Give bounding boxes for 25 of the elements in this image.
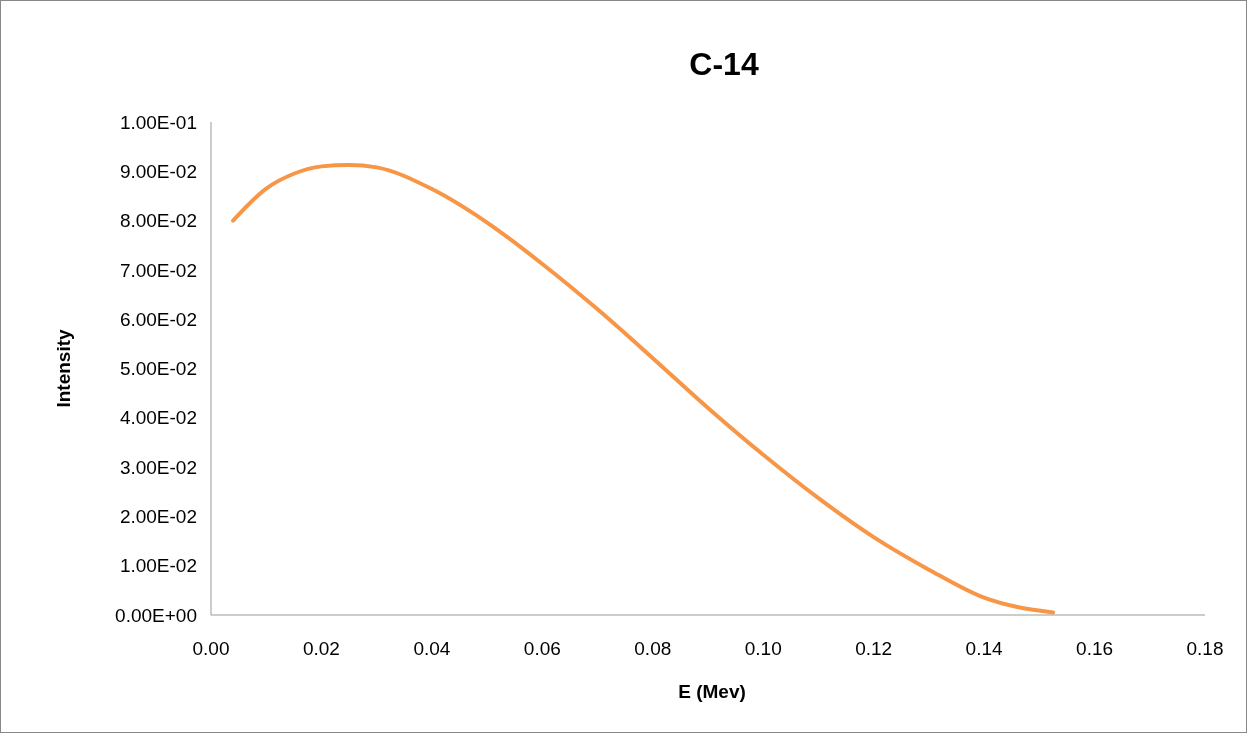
y-axis-title: Intensity xyxy=(53,329,74,408)
y-tick-label: 7.00E-02 xyxy=(119,259,197,281)
y-tick-label: 6.00E-02 xyxy=(119,308,197,330)
y-tick-label: 1.00E-01 xyxy=(119,111,197,133)
y-tick-label: 3.00E-02 xyxy=(119,456,197,478)
x-tick-label: 0.00 xyxy=(192,638,230,659)
y-tick-label: 9.00E-02 xyxy=(119,160,197,182)
y-tick-label: 5.00E-02 xyxy=(119,358,197,380)
x-tick-label: 0.12 xyxy=(855,638,893,659)
x-tick-label: 0.04 xyxy=(413,638,451,659)
y-tick-label: 2.00E-02 xyxy=(119,506,197,528)
x-tick-label: 0.14 xyxy=(965,638,1004,659)
y-tick-label: 8.00E-02 xyxy=(119,210,197,232)
x-tick-label: 0.18 xyxy=(1186,638,1224,659)
line-series xyxy=(231,162,1056,615)
x-tick-label: 0.06 xyxy=(523,638,561,659)
y-tick-label: 1.00E-02 xyxy=(119,555,197,577)
y-tick-label: 4.00E-02 xyxy=(119,407,197,429)
y-tick-label: 0.00E+00 xyxy=(115,604,197,626)
x-tick-label: 0.10 xyxy=(744,638,782,659)
chart-title: C-14 xyxy=(689,46,759,82)
x-axis-title: E (Mev) xyxy=(678,681,746,702)
x-tick-label: 0.08 xyxy=(634,638,672,659)
x-tick-label: 0.02 xyxy=(302,638,340,659)
x-tick-label: 0.16 xyxy=(1076,638,1114,659)
